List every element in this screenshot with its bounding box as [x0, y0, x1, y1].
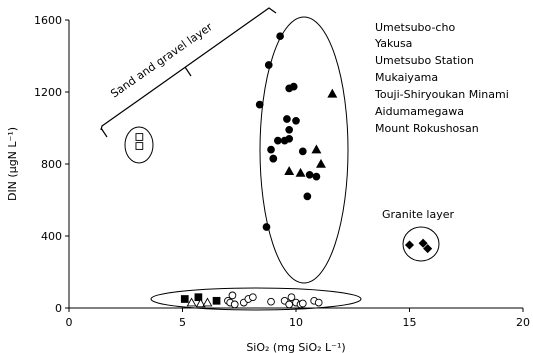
data-point-open-triangle-1	[195, 298, 206, 308]
data-point-open-square-0	[135, 133, 144, 141]
data-point-filled-circle-4	[289, 82, 298, 91]
data-point-open-circle-5	[249, 293, 257, 302]
data-point-open-circle-2	[230, 300, 239, 309]
legend-entry-0: Umetsubo-cho	[375, 21, 455, 34]
data-point-filled-circle-1	[264, 61, 273, 69]
y-tick-label: 0	[55, 302, 62, 315]
data-point-open-triangle-2	[202, 297, 213, 307]
sand-gravel-label: Sand and gravel layer	[108, 20, 215, 100]
data-point-filled-circle-6	[292, 116, 300, 125]
x-tick-label: 0	[66, 316, 73, 329]
y-tick-label: 800	[41, 158, 62, 171]
x-ticks: 0 5 10 15 20	[66, 308, 530, 329]
sand-gravel-bracket	[100, 7, 277, 138]
data-point-filled-triangle-1	[311, 144, 322, 154]
data-point-filled-triangle-0	[327, 88, 338, 98]
x-tick-label: 5	[179, 316, 186, 329]
legend-entry-3: Mukaiyama	[375, 71, 438, 84]
x-tick-label: 15	[403, 316, 417, 329]
data-point-open-square-1	[135, 142, 144, 150]
data-point-filled-diamond-2	[423, 244, 433, 254]
legend-entry-1: Yakusa	[374, 37, 412, 50]
legend-entry-4: Touji-Shiryoukan Minami	[374, 88, 509, 101]
data-point-filled-circle-17	[303, 192, 312, 201]
x-axis-label: SiO₂ (mg SiO₂ L⁻¹)	[246, 341, 345, 353]
data-point-filled-circle-13	[285, 134, 294, 143]
data-point-filled-circle-12	[269, 154, 278, 163]
y-tick-label: 1600	[34, 14, 62, 27]
data-point-filled-circle-16	[312, 172, 321, 181]
data-point-filled-circle-7	[285, 125, 294, 134]
y-ticks: 0 400 800 1200 1600	[34, 14, 69, 315]
legend: Umetsubo-cho Yakusa Umetsubo Station Muk…	[374, 21, 509, 135]
data-point-filled-diamond-1	[418, 238, 428, 248]
y-tick-label: 400	[41, 230, 62, 243]
data-point-filled-triangle-4	[284, 166, 295, 176]
data-point-filled-square-0	[180, 295, 189, 303]
data-point-filled-circle-2	[255, 100, 264, 109]
data-point-open-circle-15	[228, 291, 237, 300]
x-tick-label: 20	[516, 316, 530, 329]
data-point-filled-triangle-3	[295, 167, 306, 177]
x-tick-label: 10	[289, 316, 303, 329]
data-point-filled-circle-15	[298, 147, 307, 156]
data-point-open-circle-14	[314, 298, 323, 307]
group-ellipse-center	[259, 16, 349, 284]
data-point-filled-circle-0	[276, 32, 284, 41]
granite-label: Granite layer	[382, 208, 454, 221]
data-point-filled-diamond-0	[404, 240, 415, 250]
data-point-filled-square-1	[194, 293, 203, 302]
y-tick-label: 1200	[34, 86, 62, 99]
data-point-filled-circle-5	[283, 115, 291, 123]
group-ellipse-sand-gravel	[124, 126, 154, 164]
data-point-filled-square-2	[212, 296, 221, 305]
data-point-filled-circle-8	[273, 136, 282, 145]
data-points	[135, 32, 433, 309]
legend-entry-2: Umetsubo Station	[375, 54, 474, 67]
data-point-open-circle-12	[298, 299, 307, 308]
data-point-open-circle-9	[287, 293, 296, 302]
data-point-open-circle-8	[285, 300, 294, 309]
y-axis-label: DIN (μgN L⁻¹)	[6, 127, 19, 201]
data-point-filled-triangle-2	[316, 158, 326, 168]
legend-entry-5: Aidumamegawa	[375, 105, 464, 118]
data-point-filled-circle-10	[267, 145, 275, 154]
data-point-open-triangle-0	[186, 297, 197, 307]
data-point-filled-circle-14	[305, 170, 314, 179]
group-ellipse-granite	[402, 226, 440, 262]
group-ellipse-bottom	[150, 287, 362, 311]
legend-entry-6: Mount Rokushosan	[375, 122, 479, 135]
data-point-open-circle-6	[267, 297, 275, 306]
data-point-filled-circle-18	[262, 223, 271, 231]
